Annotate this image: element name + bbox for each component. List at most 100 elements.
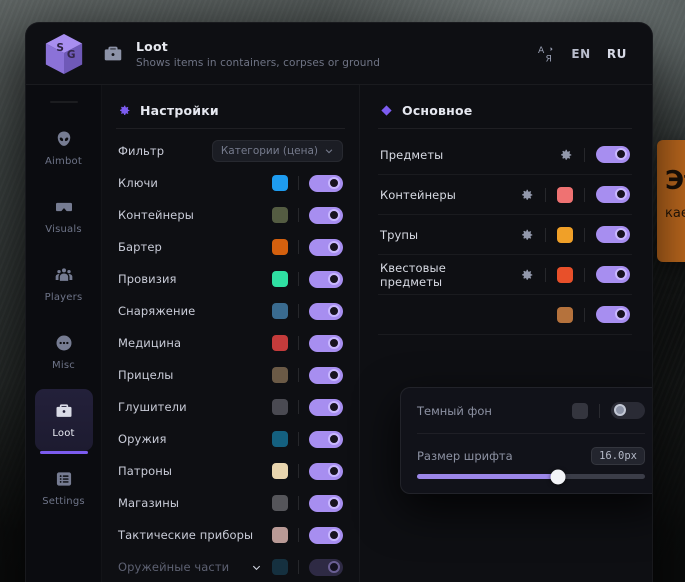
category-label: Тактические приборы (118, 528, 254, 542)
sidebar-label-loot: Loot (52, 428, 75, 439)
row-separator (599, 403, 600, 418)
category-label: Снаряжение (118, 304, 196, 318)
category-toggle[interactable] (309, 174, 343, 192)
category-toggle[interactable] (309, 366, 343, 384)
category-toggle[interactable] (309, 494, 343, 512)
gear-icon[interactable] (520, 268, 534, 282)
category-label: Оружейные части (118, 560, 230, 574)
filter-label: Фильтр (118, 144, 165, 158)
category-toggle[interactable] (309, 238, 343, 256)
dark-background-swatch[interactable] (572, 402, 588, 419)
category-label: Оружия (118, 432, 167, 446)
translate-icon: A Я (538, 45, 553, 64)
row-separator (298, 240, 299, 254)
category-toggle[interactable] (309, 398, 343, 416)
main-row-toggle[interactable] (596, 146, 630, 163)
color-swatch[interactable] (272, 335, 288, 351)
main-row-label: Контейнеры (380, 187, 456, 202)
chevron-down-icon[interactable] (251, 562, 262, 573)
toggle-knob (328, 400, 340, 413)
color-swatch[interactable] (272, 463, 288, 479)
svg-text:G: G (67, 48, 76, 60)
toggle-knob (328, 272, 340, 285)
color-swatch[interactable] (272, 175, 288, 191)
main-row-toggle[interactable] (596, 266, 630, 283)
color-swatch[interactable] (272, 399, 288, 415)
category-toggle[interactable] (309, 302, 343, 320)
category-row-keys: Ключи (116, 167, 345, 199)
category-toggle[interactable] (309, 526, 343, 544)
gear-icon[interactable] (559, 148, 573, 162)
color-swatch[interactable] (557, 306, 573, 323)
color-swatch[interactable] (272, 431, 288, 447)
language-switcher[interactable]: A Я EN RU (538, 44, 630, 64)
row-separator (584, 267, 585, 282)
window-body: Aimbot Visuals Players (26, 85, 652, 582)
color-swatch[interactable] (272, 271, 288, 287)
category-toggle[interactable] (309, 558, 343, 576)
category-row-provisions: Провизия (116, 263, 345, 295)
color-swatch[interactable] (272, 239, 288, 255)
dark-background-toggle[interactable] (611, 402, 645, 419)
color-swatch[interactable] (272, 527, 288, 543)
main-row-items: Предметы (378, 135, 632, 175)
category-row-containers: Контейнеры (116, 199, 345, 231)
color-swatch[interactable] (272, 207, 288, 223)
color-swatch[interactable] (557, 186, 573, 203)
category-toggle[interactable] (309, 270, 343, 288)
category-label: Патроны (118, 464, 173, 478)
diamond-icon (381, 105, 392, 116)
dark-background-label: Темный фон (417, 403, 492, 418)
main-row-toggle[interactable] (596, 306, 630, 323)
row-separator (298, 432, 299, 446)
category-row-tactical: Тактические приборы (116, 519, 345, 551)
row-separator (298, 208, 299, 222)
color-swatch[interactable] (272, 559, 288, 575)
row-separator (298, 336, 299, 350)
color-swatch[interactable] (272, 495, 288, 511)
row-separator (584, 147, 585, 162)
sidebar-item-players[interactable]: Players (35, 253, 93, 315)
chat-dots-icon (56, 335, 71, 351)
category-row-medicine: Медицина (116, 327, 345, 359)
sidebar-item-misc[interactable]: Misc (35, 321, 93, 383)
category-toggle[interactable] (309, 334, 343, 352)
category-row-ammo: Патроны (116, 455, 345, 487)
svg-text:Я: Я (546, 53, 552, 64)
page-title: Loot (136, 38, 168, 54)
category-toggle[interactable] (309, 206, 343, 224)
color-swatch[interactable] (557, 226, 573, 243)
chevron-down-icon (325, 149, 333, 154)
color-swatch[interactable] (557, 266, 573, 283)
toggle-knob (328, 560, 340, 573)
color-swatch[interactable] (272, 303, 288, 319)
filter-row: Фильтр Категории (цена) (116, 135, 345, 167)
sidebar-item-visuals[interactable]: Visuals (35, 185, 93, 247)
row-separator (298, 368, 299, 382)
gear-icon[interactable] (520, 228, 534, 242)
gear-icon[interactable] (520, 188, 534, 202)
category-row-weapon-parts: Оружейные части (116, 551, 345, 582)
sidebar-item-loot[interactable]: Loot (34, 389, 93, 454)
category-toggle[interactable] (309, 462, 343, 480)
main-column: Основное Предметы Контейнеры (360, 85, 652, 582)
svg-text:A: A (538, 45, 545, 56)
category-toggle[interactable] (309, 430, 343, 448)
color-swatch[interactable] (272, 367, 288, 383)
category-row-magazines: Магазины (116, 487, 345, 519)
toggle-knob (615, 148, 627, 160)
filter-dropdown[interactable]: Категории (цена) (211, 140, 343, 162)
category-label: Контейнеры (118, 208, 194, 222)
banner-title: Эт (665, 166, 685, 196)
sidebar-item-aimbot[interactable]: Aimbot (35, 117, 93, 179)
lang-button-ru[interactable]: RU (606, 46, 627, 61)
font-size-slider[interactable] (417, 469, 645, 484)
main-row-toggle[interactable] (596, 186, 630, 203)
main-divider (378, 128, 632, 129)
slider-thumb[interactable] (550, 469, 566, 484)
toggle-knob (615, 308, 627, 320)
lang-button-en[interactable]: EN (571, 46, 591, 61)
toggle-knob (328, 464, 340, 477)
main-row-toggle[interactable] (596, 226, 630, 243)
sidebar-item-settings[interactable]: Settings (35, 457, 93, 519)
